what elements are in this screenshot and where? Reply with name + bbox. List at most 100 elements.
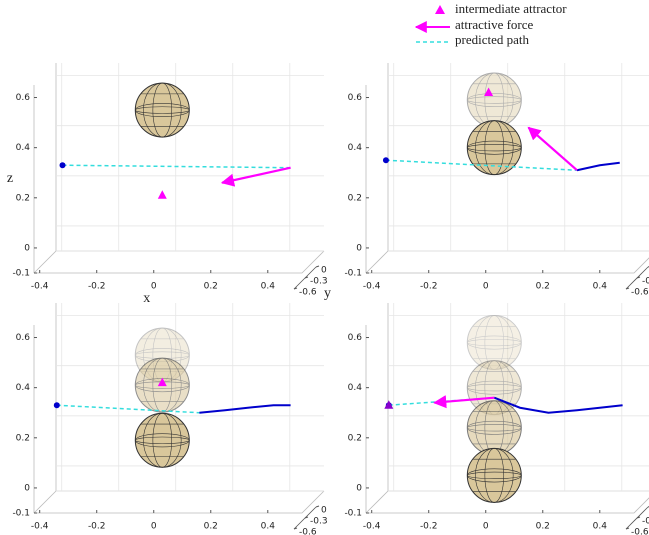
z-tick-label: 0 — [356, 483, 362, 493]
x-tick-label: -0.4 — [363, 522, 381, 532]
attractor-marker — [157, 190, 167, 199]
z-axis-label: z — [7, 171, 13, 186]
obstacle — [134, 412, 190, 468]
y-tick-label: -0.6 — [631, 528, 649, 535]
sphere-mesh — [143, 413, 182, 468]
legend-label: predicted path — [455, 32, 529, 47]
force-arrow — [527, 126, 578, 172]
x-tick-label: -0.2 — [88, 522, 106, 532]
sphere-mesh — [466, 338, 522, 347]
sphere-mesh — [466, 335, 522, 350]
z-tick-label: 0.2 — [16, 433, 30, 443]
y-tick — [293, 527, 298, 530]
sphere-mesh — [466, 96, 522, 104]
z-tick-label: 0.2 — [348, 193, 362, 203]
x-tick-label: 0 — [483, 282, 489, 292]
z-tick-label: 0.2 — [16, 193, 30, 203]
sphere-mesh — [484, 315, 505, 370]
x-tick-label: -0.2 — [420, 522, 438, 532]
obstacle — [466, 120, 522, 176]
y-axis-label: y — [324, 286, 331, 301]
x-tick-label: -0.4 — [363, 282, 381, 292]
sphere-mesh — [475, 448, 514, 503]
x-tick-label: 0.4 — [261, 522, 276, 532]
legend-label: intermediate attractor — [455, 1, 567, 16]
obstacle — [466, 447, 522, 503]
y-tick — [625, 287, 630, 290]
x-tick-label: -0.4 — [31, 522, 49, 532]
x-tick-label: 0.2 — [536, 282, 550, 292]
y-tick-label: 0 — [321, 506, 327, 516]
z-tick-label: 0 — [24, 483, 30, 493]
start-point — [53, 402, 60, 409]
start-point — [59, 162, 66, 169]
z-tick-label: -0.1 — [344, 509, 362, 519]
predicted-path — [62, 164, 291, 169]
axis-box — [33, 63, 325, 274]
z-tick-label: 0.2 — [348, 433, 362, 443]
y-tick-label: -0.3 — [310, 517, 328, 527]
z-tick-label: -0.1 — [344, 269, 362, 279]
sphere-mesh — [134, 103, 190, 117]
z-tick-label: 0 — [356, 243, 362, 253]
legend: intermediate attractor attractive force … — [455, 1, 567, 47]
sphere-mesh — [475, 315, 514, 370]
x-tick-label: 0.2 — [204, 522, 218, 532]
force-arrow — [220, 166, 291, 187]
obstacle — [466, 72, 522, 128]
traveled-path — [199, 404, 291, 414]
y-tick — [636, 516, 641, 519]
traveled-path — [493, 396, 623, 414]
z-tick-label: 0.4 — [348, 143, 363, 153]
attractor-marker — [384, 400, 394, 409]
sphere-mesh — [134, 433, 190, 448]
predicted-path — [56, 404, 200, 414]
z-tick-label: 0.6 — [348, 333, 363, 343]
sphere-mesh — [466, 93, 522, 107]
z-tick-label: 0.6 — [348, 93, 363, 103]
y-tick-label: -0.3 — [642, 517, 649, 527]
y-tick — [315, 265, 320, 268]
sphere-mesh — [466, 380, 522, 395]
x-tick-label: 0.2 — [204, 282, 218, 292]
y-tick — [304, 516, 309, 519]
sphere-mesh — [466, 140, 522, 155]
z-tick-label: -0.1 — [12, 269, 30, 279]
sphere-mesh — [466, 468, 522, 483]
panel: -0.100.20.40.6-0.4-0.200.20.4-0.6-0.30 — [344, 63, 649, 298]
start-point — [382, 157, 389, 164]
legend-label: attractive force — [455, 17, 534, 32]
x-tick-label: 0 — [151, 282, 157, 292]
y-tick — [636, 276, 641, 279]
x-tick-label: -0.2 — [88, 282, 106, 292]
axis-box — [365, 63, 649, 274]
panel: -0.100.20.40.6-0.4-0.200.20.4-0.6-0.30 — [344, 303, 649, 535]
x-tick-label: 0.4 — [593, 522, 608, 532]
x-tick-label: 0.2 — [536, 522, 550, 532]
panel: -0.100.20.40.6-0.4 -0.2 0 0.2 0.4-0.6-0.30x y… — [7, 63, 331, 306]
x-tick-label: 0 — [151, 522, 157, 532]
y-tick-label: -0.6 — [299, 288, 317, 298]
sphere-mesh — [475, 120, 514, 175]
x-tick-label: -0.4 — [31, 282, 49, 292]
obstacle — [466, 400, 522, 456]
y-tick — [315, 505, 320, 508]
axis-box — [365, 303, 649, 514]
attractor-marker — [157, 377, 167, 387]
x-tick-label: -0.2 — [420, 282, 438, 292]
y-tick-label: -0.3 — [642, 277, 649, 287]
sphere-mesh — [143, 357, 182, 413]
traveled-path — [576, 161, 620, 172]
x-tick-label: 0 — [483, 522, 489, 532]
obstacle — [134, 82, 190, 138]
x-tick-label: 0.4 — [261, 282, 276, 292]
z-tick-label: 0.4 — [348, 383, 363, 393]
z-tick-label: 0.6 — [16, 93, 31, 103]
force-arrow — [433, 395, 495, 409]
legend-marker — [435, 5, 445, 14]
z-tick-label: 0.6 — [16, 333, 31, 343]
z-tick-label: -0.1 — [12, 509, 30, 519]
y-tick — [625, 527, 630, 530]
